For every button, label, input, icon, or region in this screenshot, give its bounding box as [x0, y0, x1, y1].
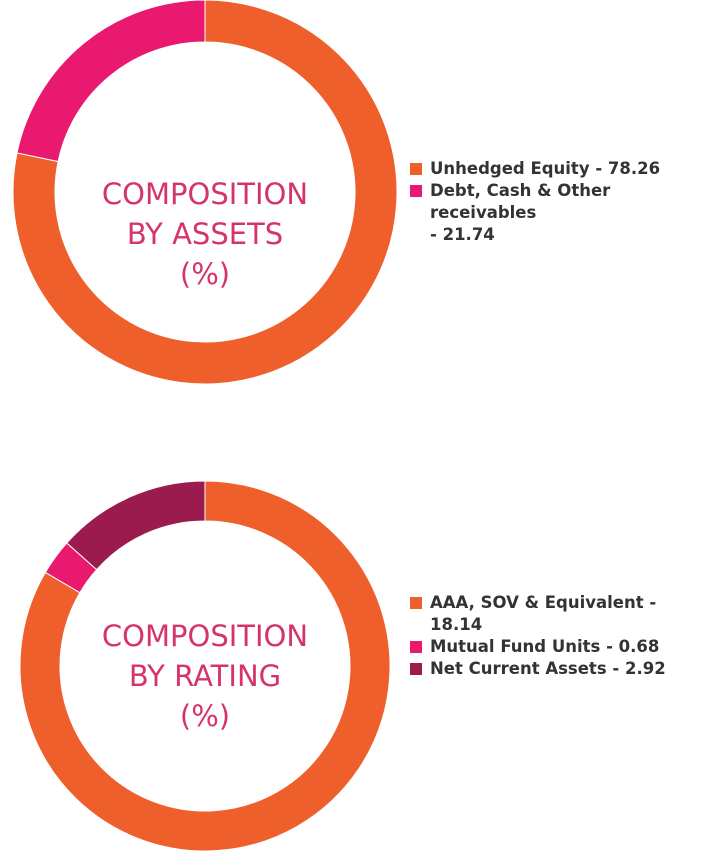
assets-chart: COMPOSITION BY ASSETS (%) Unhedged Equit… [12, 0, 718, 385]
donut-slice [16, 0, 206, 163]
assets-donut [12, 0, 398, 385]
legend-swatch [410, 641, 422, 653]
legend-label: AAA, SOV & Equivalent - [430, 593, 657, 612]
assets-legend: Unhedged Equity - 78.26 Debt, Cash & Oth… [410, 158, 718, 246]
rating-donut [19, 480, 391, 852]
rating-title-line-2: BY RATING [128, 659, 282, 693]
assets-title-line-3: (%) [179, 257, 231, 291]
legend-item: Mutual Fund Units - 0.68 [410, 636, 666, 658]
legend-item: Unhedged Equity - 78.26 [410, 158, 718, 180]
assets-center-title: COMPOSITION BY ASSETS (%) [55, 174, 355, 294]
legend-label: Mutual Fund Units - 0.68 [430, 637, 660, 656]
legend-label: Net Current Assets - 2.92 [430, 659, 666, 678]
rating-chart: COMPOSITION BY RATING (%) AAA, SOV & Equ… [0, 426, 718, 852]
legend-item: Net Current Assets - 2.92 [410, 658, 666, 680]
legend-label: Debt, Cash & Other receivables [430, 181, 611, 222]
donut-slice [19, 480, 391, 852]
legend-label-cont: - 21.74 [430, 225, 495, 244]
rating-legend: AAA, SOV & Equivalent - 18.14 Mutual Fun… [410, 592, 666, 680]
rating-title-line-3: (%) [179, 699, 231, 733]
legend-item: AAA, SOV & Equivalent - 18.14 [410, 592, 666, 636]
legend-item: Debt, Cash & Other receivables - 21.74 [410, 180, 718, 246]
rating-center-title: COMPOSITION BY RATING (%) [55, 616, 355, 736]
rating-title-line-1: COMPOSITION [101, 619, 309, 653]
assets-title-line-1: COMPOSITION [101, 177, 309, 211]
legend-swatch [410, 663, 422, 675]
assets-title-line-2: BY ASSETS [126, 217, 284, 251]
donut-slice [66, 480, 206, 571]
legend-label-cont: 18.14 [430, 615, 483, 634]
legend-swatch [410, 185, 422, 197]
donut-slice [12, 0, 398, 385]
legend-label: Unhedged Equity - 78.26 [430, 159, 661, 178]
legend-swatch [410, 163, 422, 175]
legend-swatch [410, 597, 422, 609]
